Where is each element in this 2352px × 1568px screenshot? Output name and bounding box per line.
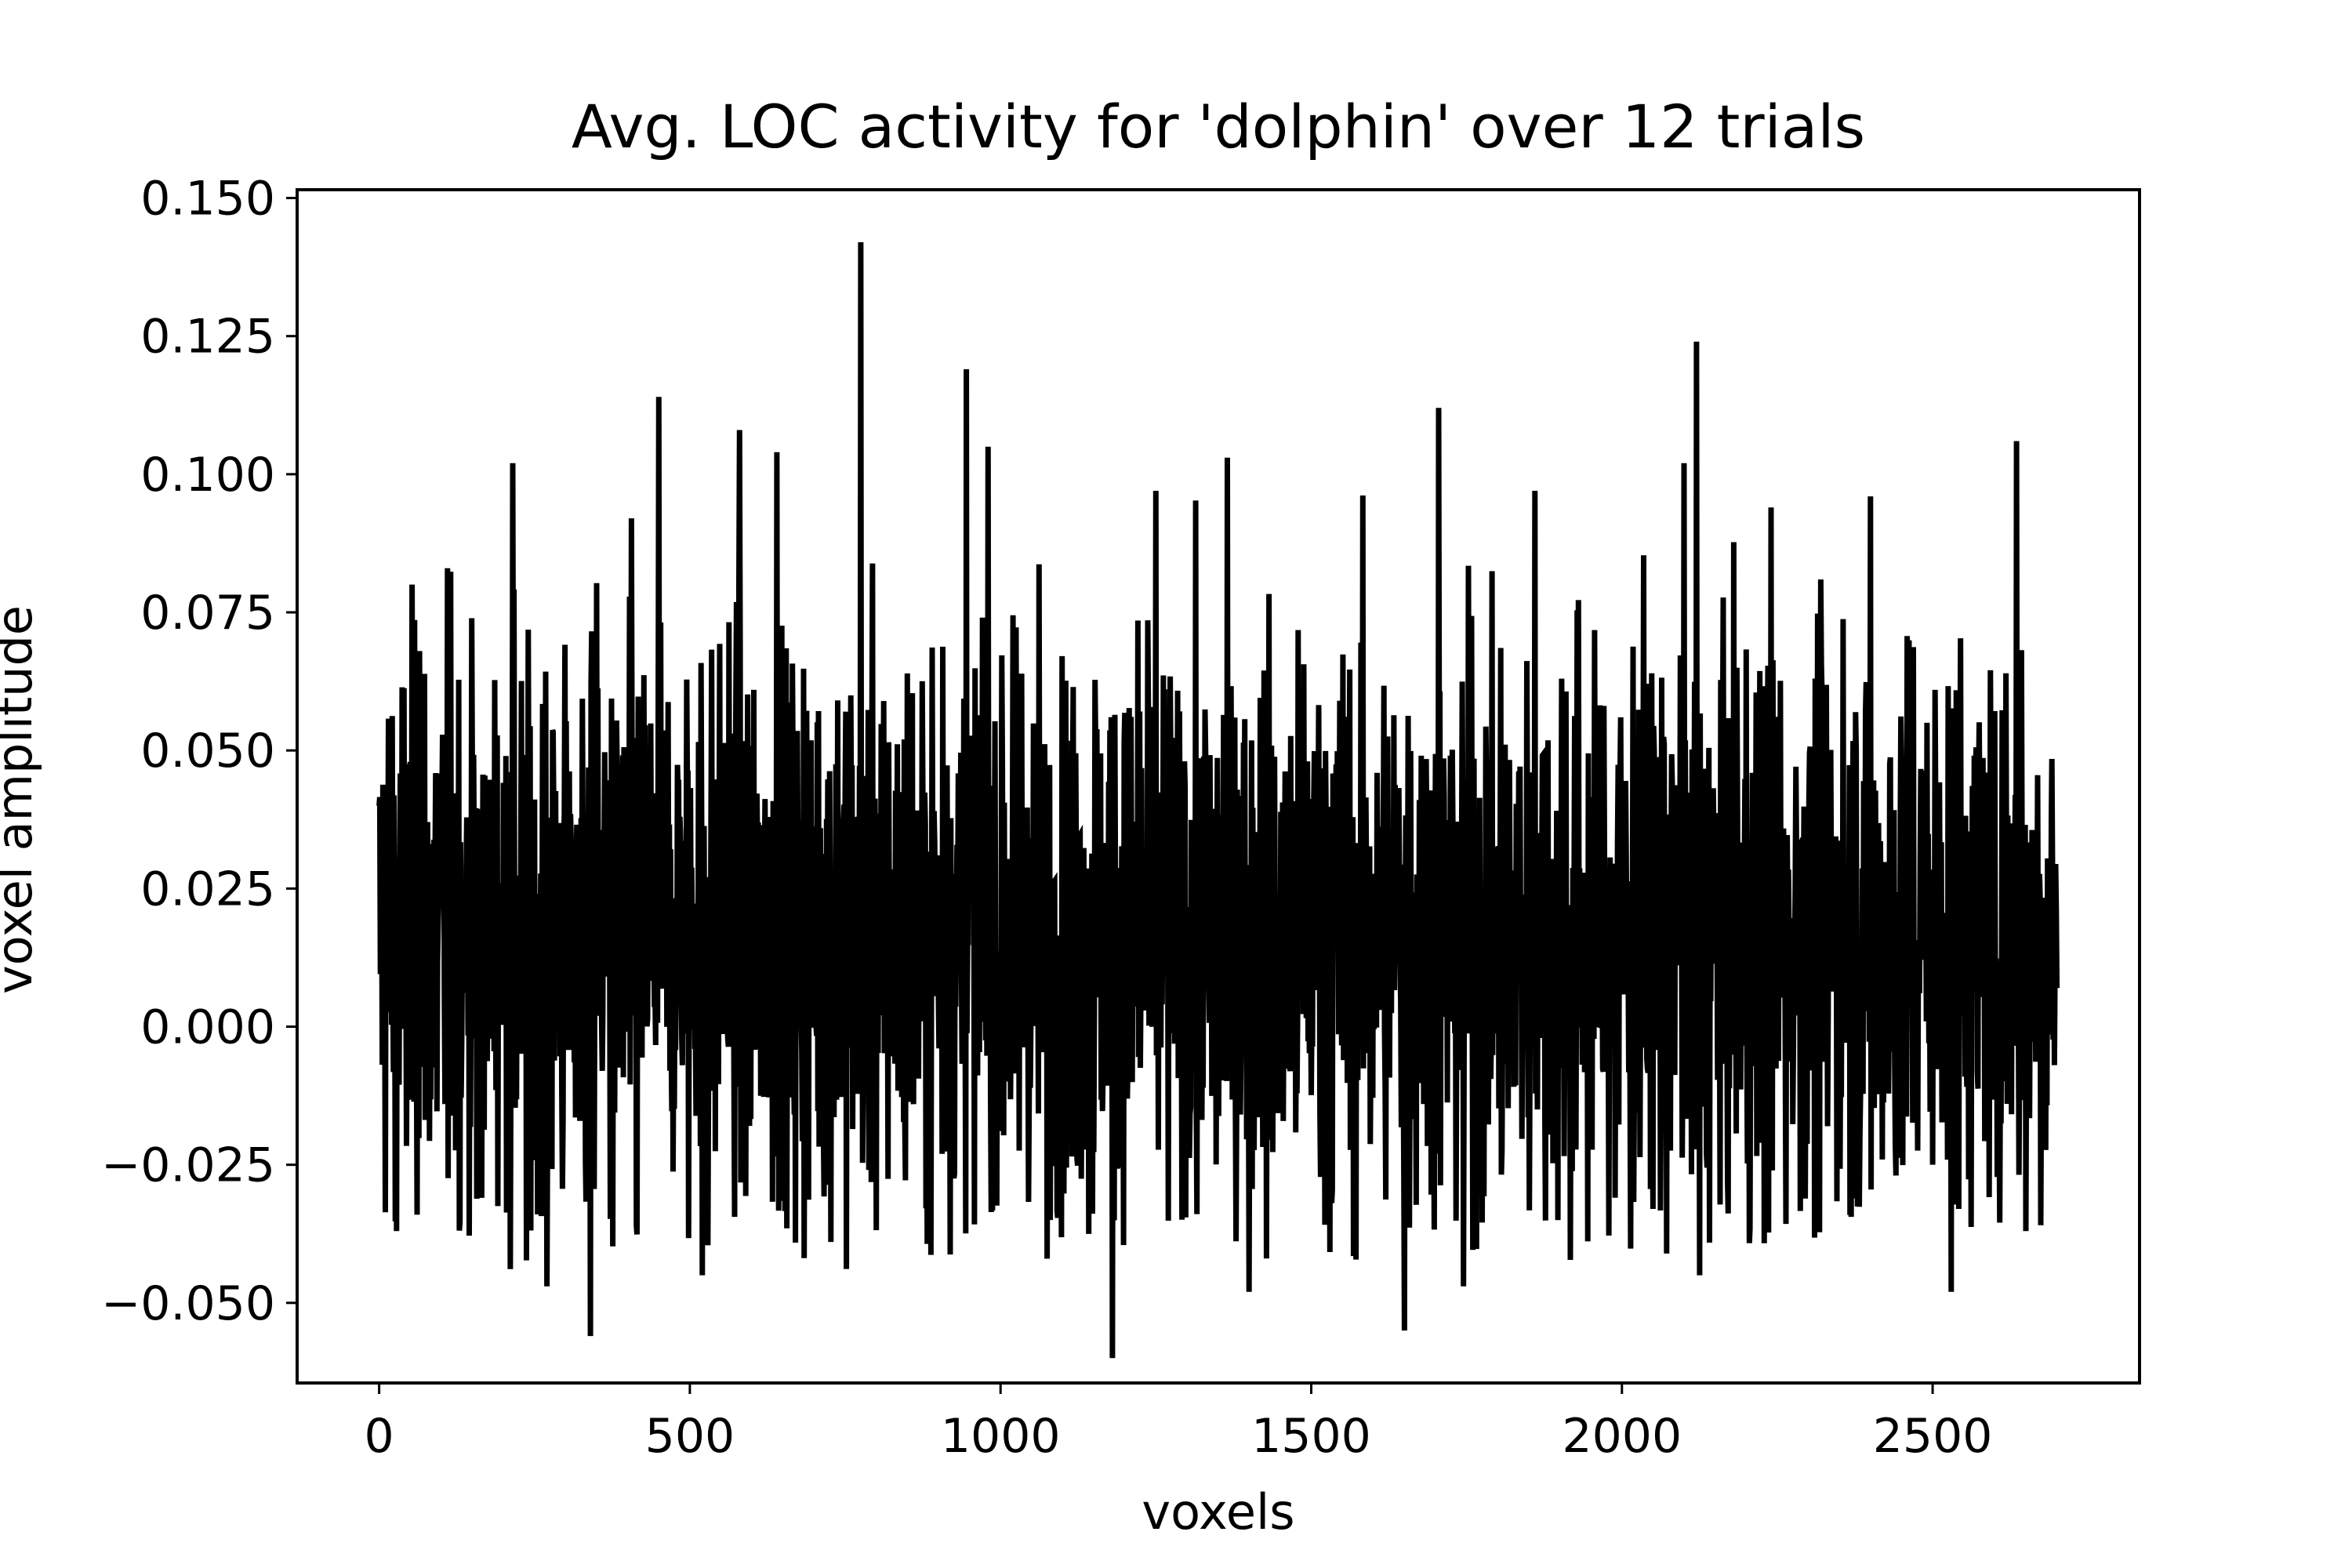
y-tick-label: 0.050 [140,724,275,779]
x-tick-label: 1000 [941,1409,1061,1464]
y-tick-label: 0.000 [140,1000,275,1055]
y-tick-label: 0.025 [140,862,275,916]
plot-area [376,241,2060,1359]
x-tick-label: 1500 [1251,1409,1371,1464]
y-tick-label: 0.150 [140,172,275,227]
y-tick-label: −0.050 [101,1276,275,1331]
y-axis-label: voxel amplitude [0,605,43,994]
x-axis-label: voxels [1142,1483,1294,1541]
x-axis: 0 500 1000 1500 2000 2500 [365,1383,1993,1464]
x-tick-label: 2000 [1562,1409,1682,1464]
plot-frame [296,188,2141,1385]
y-tick-label: 0.125 [140,310,275,365]
series-line-voxel-amplitude [376,241,2060,1359]
chart-title: Avg. LOC activity for 'dolphin' over 12 … [572,92,1865,162]
x-tick-label: 2500 [1873,1409,1993,1464]
x-tick-label: 500 [645,1409,735,1464]
y-tick-label: 0.100 [140,448,275,503]
y-tick-label: 0.075 [140,586,275,641]
x-tick-label: 0 [365,1409,394,1464]
y-tick-label: −0.025 [101,1138,275,1193]
y-axis: −0.050 −0.025 0.000 0.025 0.050 0.075 0.100 0.1… [101,172,297,1331]
